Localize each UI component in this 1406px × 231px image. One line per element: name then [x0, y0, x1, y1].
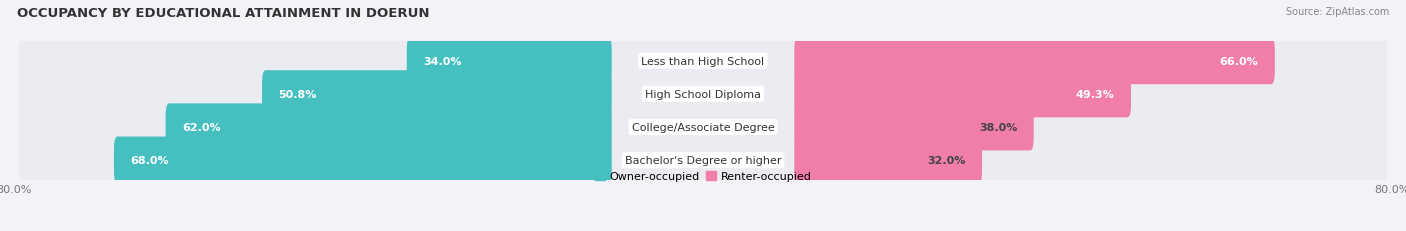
FancyBboxPatch shape	[794, 71, 1130, 118]
Text: OCCUPANCY BY EDUCATIONAL ATTAINMENT IN DOERUN: OCCUPANCY BY EDUCATIONAL ATTAINMENT IN D…	[17, 7, 429, 20]
FancyBboxPatch shape	[794, 104, 1033, 151]
FancyBboxPatch shape	[166, 104, 612, 151]
FancyBboxPatch shape	[20, 102, 1386, 153]
Legend: Owner-occupied, Renter-occupied: Owner-occupied, Renter-occupied	[591, 167, 815, 186]
FancyBboxPatch shape	[114, 137, 612, 184]
FancyBboxPatch shape	[406, 38, 612, 85]
Text: Bachelor's Degree or higher: Bachelor's Degree or higher	[624, 155, 782, 165]
Text: 32.0%: 32.0%	[928, 155, 966, 165]
Text: 34.0%: 34.0%	[423, 56, 461, 66]
Text: Less than High School: Less than High School	[641, 56, 765, 66]
FancyBboxPatch shape	[20, 69, 1386, 120]
Text: 50.8%: 50.8%	[278, 89, 316, 99]
Text: College/Associate Degree: College/Associate Degree	[631, 122, 775, 132]
Text: 62.0%: 62.0%	[181, 122, 221, 132]
FancyBboxPatch shape	[794, 137, 981, 184]
Text: Source: ZipAtlas.com: Source: ZipAtlas.com	[1285, 7, 1389, 17]
FancyBboxPatch shape	[262, 71, 612, 118]
FancyBboxPatch shape	[20, 36, 1386, 87]
Text: High School Diploma: High School Diploma	[645, 89, 761, 99]
FancyBboxPatch shape	[20, 135, 1386, 186]
Text: 38.0%: 38.0%	[979, 122, 1018, 132]
FancyBboxPatch shape	[794, 38, 1275, 85]
Text: 66.0%: 66.0%	[1220, 56, 1258, 66]
Text: 68.0%: 68.0%	[131, 155, 169, 165]
Text: 49.3%: 49.3%	[1076, 89, 1115, 99]
